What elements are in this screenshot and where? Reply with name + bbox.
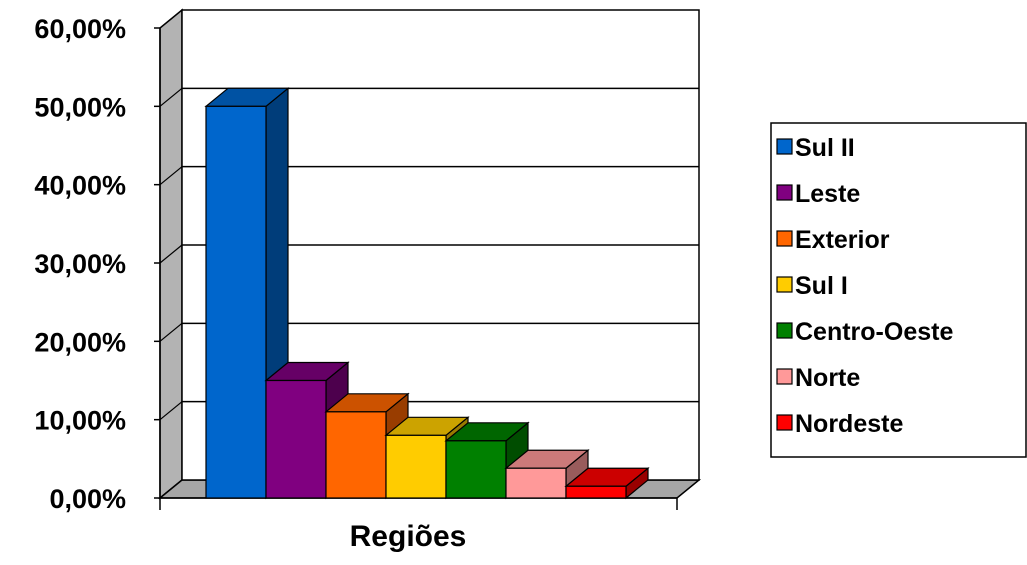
legend-label: Norte bbox=[795, 364, 860, 392]
y-tick-label: 10,00% bbox=[34, 406, 126, 436]
y-tick-label: 50,00% bbox=[34, 92, 126, 122]
legend-swatch bbox=[776, 276, 793, 293]
legend-label: Centro-Oeste bbox=[795, 318, 953, 346]
y-tick-labels: 0,00% 10,00% 20,00% 30,00% 40,00% 50,00% 60,00… bbox=[34, 14, 160, 514]
legend-swatch bbox=[776, 368, 793, 385]
bar-front bbox=[385, 434, 447, 499]
legend-box bbox=[770, 122, 1027, 458]
y-tick-label: 30,00% bbox=[34, 249, 126, 279]
legend-label: Exterior bbox=[795, 226, 890, 254]
y-tick-label: 20,00% bbox=[34, 327, 126, 357]
bar-front bbox=[445, 440, 507, 499]
legend-swatch bbox=[776, 138, 793, 155]
y-tick-label: 0,00% bbox=[49, 484, 126, 514]
legend-label: Leste bbox=[795, 180, 860, 208]
gridline-side bbox=[159, 166, 183, 186]
legend-swatch bbox=[776, 230, 793, 247]
bar-norte bbox=[504, 448, 590, 500]
bar-front bbox=[565, 485, 627, 499]
bars bbox=[204, 87, 650, 500]
legend-swatch bbox=[776, 322, 793, 339]
gridline-side bbox=[159, 401, 183, 421]
gridline-side bbox=[159, 87, 183, 107]
y-tick-label: 40,00% bbox=[34, 171, 126, 201]
legend-label: Sul II bbox=[795, 134, 855, 162]
legend-swatch bbox=[776, 414, 793, 431]
legend-label: Sul I bbox=[795, 272, 848, 300]
bar-front bbox=[505, 467, 567, 499]
x-axis-label: Regiões bbox=[350, 520, 467, 553]
y-tick-label: 60,00% bbox=[34, 14, 126, 44]
legend-swatch bbox=[776, 184, 793, 201]
legend: Sul II Leste Exterior Sul I Centro-Oeste Nort… bbox=[770, 122, 1027, 458]
legend-label: Nordeste bbox=[795, 410, 903, 438]
gridline-side bbox=[159, 244, 183, 264]
bar-front bbox=[325, 411, 387, 499]
bar-nordeste bbox=[564, 466, 650, 500]
bar-front bbox=[205, 105, 267, 499]
gridline-side bbox=[159, 322, 183, 342]
bar-front bbox=[265, 379, 327, 499]
